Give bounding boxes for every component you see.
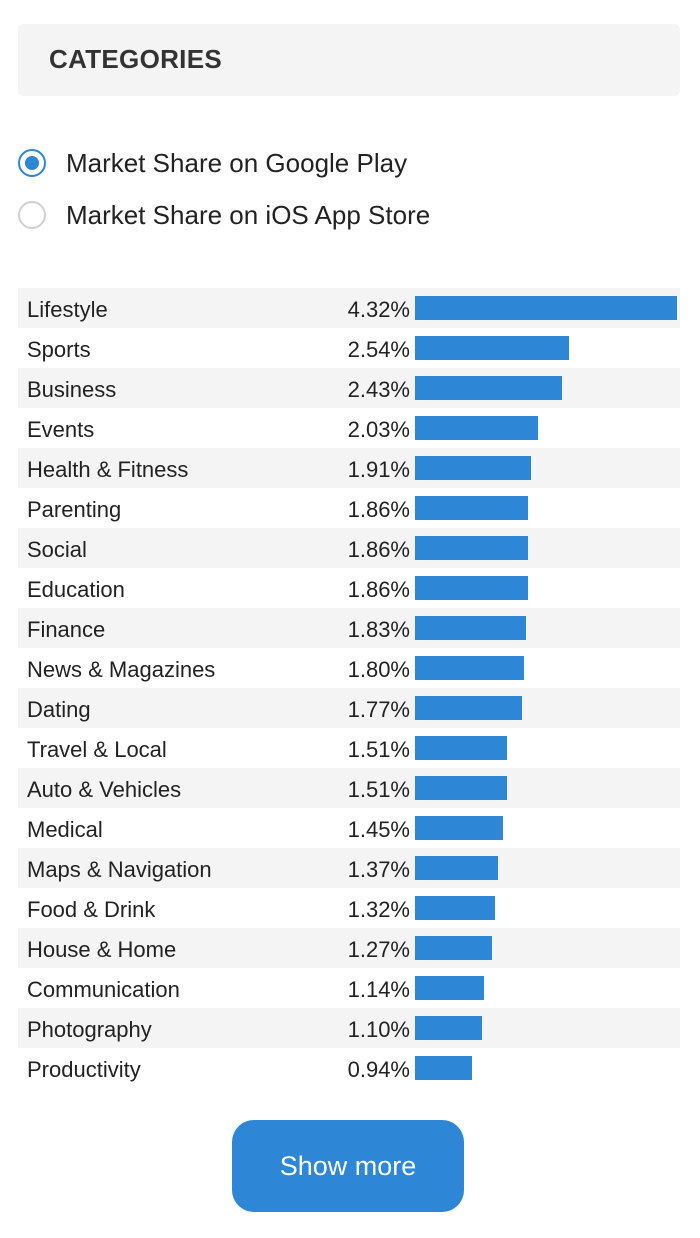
- category-name: Parenting: [27, 497, 122, 522]
- category-share-value: 1.14%: [347, 977, 410, 1002]
- category-share-bar: [415, 576, 528, 600]
- category-name: Business: [27, 377, 117, 402]
- category-name: Communication: [27, 977, 180, 1002]
- category-name: Finance: [27, 617, 106, 642]
- category-name: Events: [27, 417, 95, 442]
- category-name: Dating: [27, 697, 91, 722]
- table-row: Productivity 0.94%: [18, 1048, 680, 1088]
- table-row: Dating 1.77%: [18, 688, 680, 728]
- category-name: House & Home: [27, 937, 177, 962]
- table-row: Auto & Vehicles 1.51%: [18, 768, 680, 808]
- category-share-value: 1.83%: [347, 617, 410, 642]
- table-row: Finance 1.83%: [18, 608, 680, 648]
- show-more-button[interactable]: Show more: [232, 1120, 464, 1212]
- category-name: Auto & Vehicles: [27, 777, 182, 802]
- category-share-bar: [415, 896, 495, 920]
- radio-ios-app-store-label[interactable]: Market Share on iOS App Store: [66, 199, 431, 230]
- category-share-bar: [415, 776, 507, 800]
- table-row: Education 1.86%: [18, 568, 680, 608]
- category-share-value: 1.91%: [347, 457, 410, 482]
- table-row: Parenting 1.86%: [18, 488, 680, 528]
- table-row: Health & Fitness 1.91%: [18, 448, 680, 488]
- category-share-bar: [415, 936, 492, 960]
- category-share-value: 1.80%: [347, 657, 410, 682]
- table-row: Business 2.43%: [18, 368, 680, 408]
- category-share-bar: [415, 736, 507, 760]
- category-name: Medical: [27, 817, 103, 842]
- category-share-bar: [415, 376, 562, 400]
- category-name: Travel & Local: [27, 737, 167, 762]
- table-row: News & Magazines 1.80%: [18, 648, 680, 688]
- category-share-value: 1.27%: [347, 937, 410, 962]
- category-share-bar: [415, 296, 677, 320]
- category-share-value: 1.77%: [347, 697, 410, 722]
- category-share-bar: [415, 816, 503, 840]
- page-title: CATEGORIES: [49, 44, 222, 74]
- category-share-bar: [415, 1016, 482, 1040]
- category-name: Productivity: [27, 1057, 141, 1082]
- table-row: Photography 1.10%: [18, 1008, 680, 1048]
- table-row: Food & Drink 1.32%: [18, 888, 680, 928]
- category-name: Lifestyle: [27, 297, 108, 322]
- category-share-value: 1.51%: [347, 777, 410, 802]
- category-share-bar: [415, 1056, 472, 1080]
- category-share-bar: [415, 696, 522, 720]
- category-share-bar: [415, 976, 484, 1000]
- category-share-value: 1.37%: [347, 857, 410, 882]
- categories-header: CATEGORIES: [18, 24, 680, 96]
- category-share-bar: [415, 536, 528, 560]
- table-row: Social 1.86%: [18, 528, 680, 568]
- table-row: Travel & Local 1.51%: [18, 728, 680, 768]
- radio-ios-app-store-circle[interactable]: [18, 201, 46, 229]
- table-row: Medical 1.45%: [18, 808, 680, 848]
- table-row: Maps & Navigation 1.37%: [18, 848, 680, 888]
- category-name: Social: [27, 537, 87, 562]
- category-share-bar: [415, 336, 569, 360]
- table-row: Communication 1.14%: [18, 968, 680, 1008]
- category-share-value: 1.86%: [347, 577, 410, 602]
- category-share-bar: [415, 456, 531, 480]
- category-share-table: Lifestyle 4.32% Sports 2.54% Business 2.43% Ev…: [18, 288, 680, 1088]
- category-share-bar: [415, 496, 528, 520]
- category-name: Photography: [27, 1017, 152, 1042]
- category-share-value: 1.86%: [347, 497, 410, 522]
- category-name: News & Magazines: [27, 657, 216, 682]
- category-share-bar: [415, 856, 498, 880]
- category-share-bar: [415, 616, 526, 640]
- category-share-value: 2.43%: [347, 377, 410, 402]
- radio-google-play[interactable]: Market Share on Google Play: [18, 146, 407, 180]
- category-share-value: 4.32%: [347, 297, 410, 322]
- category-share-value: 1.10%: [347, 1017, 410, 1042]
- table-row: Events 2.03%: [18, 408, 680, 448]
- category-share-bar: [415, 656, 524, 680]
- table-row: Sports 2.54%: [18, 328, 680, 368]
- category-share-value: 2.03%: [347, 417, 410, 442]
- category-name: Health & Fitness: [27, 457, 189, 482]
- category-share-value: 0.94%: [347, 1057, 410, 1082]
- category-share-value: 2.54%: [347, 337, 410, 362]
- radio-ios-app-store[interactable]: Market Share on iOS App Store: [18, 198, 430, 232]
- category-name: Maps & Navigation: [27, 857, 212, 882]
- category-share-value: 1.32%: [347, 897, 410, 922]
- category-share-value: 1.45%: [347, 817, 410, 842]
- radio-google-play-label[interactable]: Market Share on Google Play: [66, 147, 408, 178]
- category-share-value: 1.86%: [347, 537, 410, 562]
- radio-google-play-circle[interactable]: [18, 149, 46, 177]
- category-name: Sports: [27, 337, 91, 362]
- category-share-value: 1.51%: [347, 737, 410, 762]
- table-row: Lifestyle 4.32%: [18, 288, 680, 328]
- category-share-bar: [415, 416, 538, 440]
- table-row: House & Home 1.27%: [18, 928, 680, 968]
- category-name: Education: [27, 577, 125, 602]
- category-name: Food & Drink: [27, 897, 156, 922]
